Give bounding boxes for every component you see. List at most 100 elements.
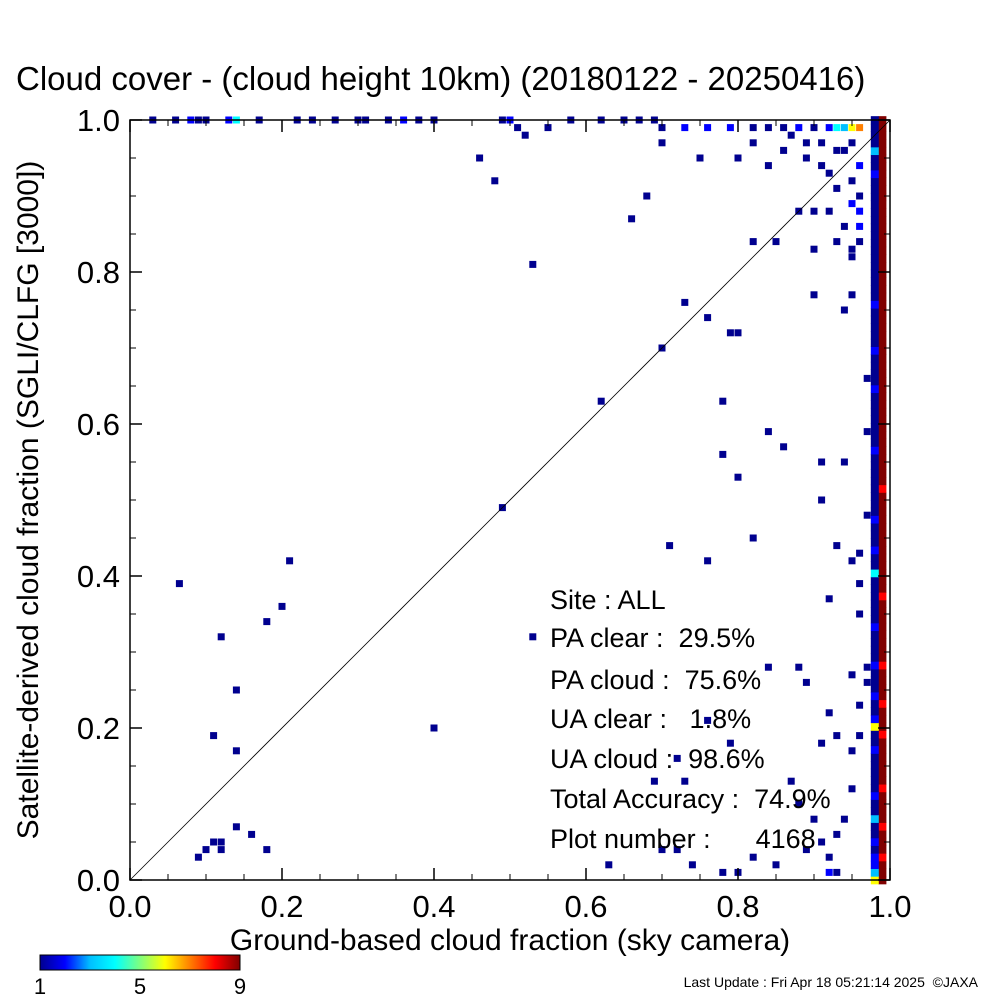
heatmap-cell [278,602,286,610]
heatmap-cell [666,542,674,550]
heatmap-cell [870,285,879,294]
heatmap-cell [870,868,879,877]
heatmap-cell [529,260,537,268]
heatmap-cell [878,377,887,386]
heatmap-cell [878,745,887,754]
heatmap-cell [878,722,887,731]
heatmap-cell [870,446,879,455]
heatmap-cell [521,131,529,139]
heatmap-cell [878,822,887,831]
heatmap-cell [848,291,856,299]
heatmap-cell [848,177,856,185]
heatmap-cell [878,791,887,800]
heatmap-cell [870,507,879,516]
heatmap-cell [878,300,887,309]
heatmap-cell [878,162,887,171]
heatmap-cell [870,308,879,317]
heatmap-cell [825,169,833,177]
heatmap-cell [734,154,742,162]
heatmap-cell [870,853,879,862]
heatmap-cell [232,823,240,831]
last-update-footer: Last Update : Fri Apr 18 05:21:14 2025 ©… [684,974,979,990]
stats-box: Site : ALL PA clear : 29.5% PA cloud : 7… [550,585,831,854]
heatmap-cell [870,484,879,493]
heatmap-cell [870,676,879,685]
heatmap-cell [529,633,537,641]
heatmap-cell [825,595,833,603]
heatmap-cell [870,392,879,401]
heatmap-cell [878,576,887,585]
heatmap-cell [825,853,833,861]
heatmap-cell [878,645,887,655]
heatmap-cell [878,361,887,370]
heatmap-cell [772,238,780,246]
x-tick-label: 0.6 [564,889,607,924]
heatmap-cell [878,146,887,156]
heatmap-cell [878,323,887,332]
heatmap-cell [878,285,887,294]
heatmap-cell [848,785,856,793]
x-axis-label: Ground-based cloud fraction (sky camera) [230,924,790,957]
heatmap-cell [833,146,841,154]
heatmap-cell [870,691,879,701]
y-tick-label: 0.8 [77,255,120,290]
heatmap-cells [149,116,887,885]
heatmap-cell [878,453,887,463]
heatmap-cell [870,215,879,225]
heatmap-cell [848,200,856,208]
heatmap-cell [787,777,795,785]
heatmap-cell [878,684,887,693]
heatmap-cell [878,492,887,501]
stat-pa-cloud: PA cloud : 75.6% [550,665,761,695]
heatmap-cell [878,714,887,724]
heatmap-cell [476,154,484,162]
heatmap-cell [810,245,818,253]
heatmap-cell [870,361,879,370]
heatmap-cell [856,207,864,215]
heatmap-cell [870,254,879,263]
heatmap-cell [878,369,887,378]
heatmap-cell [681,298,689,306]
heatmap-cell [232,686,240,694]
heatmap-cell [878,308,887,317]
heatmap-cell [734,329,742,337]
heatmap-cell [878,400,887,409]
heatmap-cell [870,860,879,869]
heatmap-cell [870,139,879,148]
heatmap-cell [870,323,879,332]
heatmap-cell [870,453,879,463]
heatmap-cell [764,428,772,436]
heatmap-cell [878,346,887,355]
heatmap-cell [764,663,772,671]
heatmap-cell [878,262,887,271]
heatmap-cell [818,496,826,504]
heatmap-cell [870,653,879,662]
y-axis-ticks: 0.0 0.2 0.4 0.6 0.8 1.0 [77,103,890,898]
heatmap-cell [878,707,887,716]
heatmap-cell [878,331,887,340]
heatmap-cell [658,846,666,854]
heatmap-cell [870,162,879,171]
heatmap-cell [870,546,879,555]
heatmap-cell [286,557,294,565]
heatmap-cell [878,868,887,877]
heatmap-cell [210,838,218,846]
heatmap-cell [870,699,879,708]
heatmap-cell [878,653,887,662]
heatmap-cell [878,500,887,509]
heatmap-cell [878,530,887,539]
heatmap-cell [673,846,681,854]
heatmap-cell [878,699,887,708]
heatmap-cell [870,223,879,232]
heatmap-cell [856,580,864,588]
heatmap-cell [878,384,887,394]
heatmap-cell [870,515,879,524]
heatmap-cell [870,146,879,156]
heatmap-cell [780,443,788,451]
stat-site: Site : ALL [550,585,666,615]
heatmap-cell [643,192,651,200]
heatmap-cell [870,845,879,854]
heatmap-cell [673,754,681,762]
heatmap-cell [175,580,183,588]
heatmap-cell [870,400,879,409]
